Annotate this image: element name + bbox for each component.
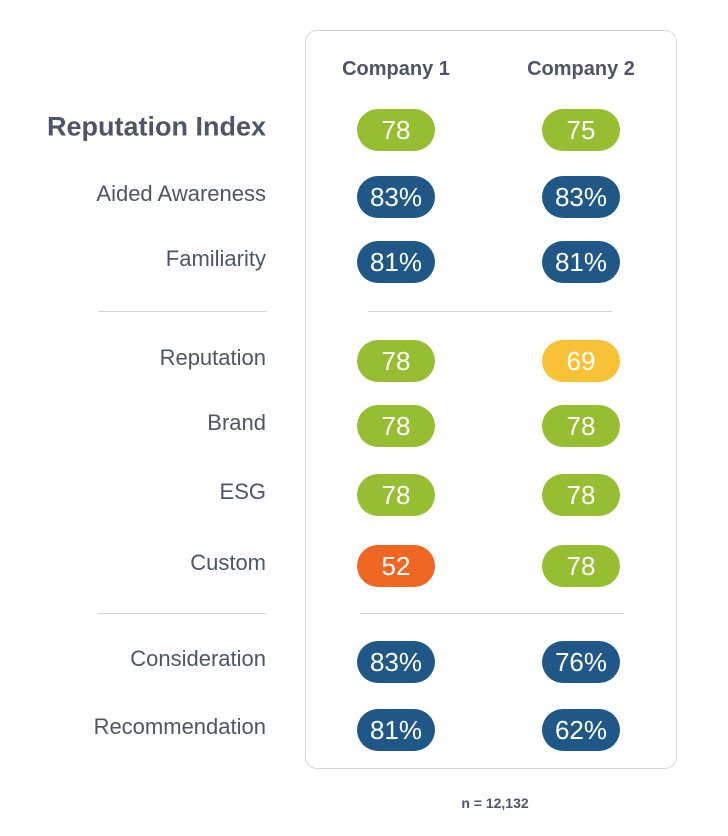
score-pill: 83% <box>357 641 435 683</box>
column-header-company-1: Company 1 <box>342 58 450 80</box>
row-label: Recommendation <box>93 714 266 739</box>
score-pill: 78 <box>357 474 435 516</box>
divider <box>98 613 266 614</box>
row-label: Brand <box>207 410 266 435</box>
score-pill: 69 <box>542 340 620 382</box>
score-pill: 78 <box>542 474 620 516</box>
score-pill: 78 <box>357 109 435 151</box>
row-label: Reputation <box>159 345 266 370</box>
score-pill: 81% <box>357 709 435 751</box>
divider <box>98 311 266 312</box>
score-pill: 81% <box>542 241 620 283</box>
row-label: ESG <box>219 479 266 504</box>
score-pill: 52 <box>357 545 435 587</box>
score-pill: 83% <box>542 176 620 218</box>
column-header-company-2: Company 2 <box>527 58 635 80</box>
divider <box>360 613 624 614</box>
row-label: Custom <box>190 550 266 575</box>
score-pill: 83% <box>357 176 435 218</box>
score-pill: 75 <box>542 109 620 151</box>
score-pill: 78 <box>357 405 435 447</box>
score-pill: 62% <box>542 709 620 751</box>
row-label: Familiarity <box>165 246 266 271</box>
score-pill: 78 <box>542 545 620 587</box>
score-pill: 78 <box>357 340 435 382</box>
score-pill: 81% <box>357 241 435 283</box>
comparison-card <box>305 30 677 769</box>
row-label: Consideration <box>130 646 266 671</box>
score-pill: 78 <box>542 405 620 447</box>
sample-size: n = 12,132 <box>461 795 529 811</box>
row-label: Reputation Index <box>46 111 266 142</box>
score-pill: 76% <box>542 641 620 683</box>
divider <box>368 311 612 312</box>
row-label: Aided Awareness <box>96 181 266 206</box>
